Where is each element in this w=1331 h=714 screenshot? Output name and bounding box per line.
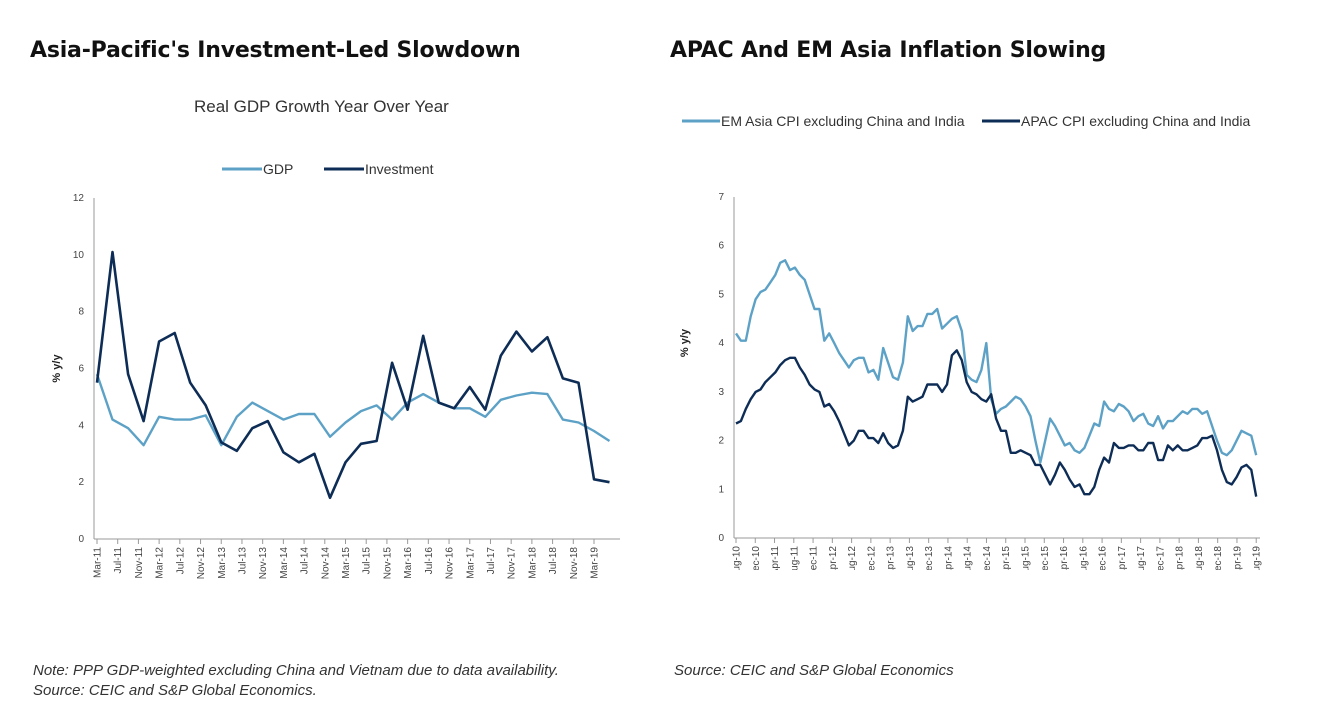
x-tick-label: Apr-17 [1117,546,1128,570]
x-tick-label: Mar-19 [590,547,601,579]
y-tick-label: 12 [73,193,85,204]
x-tick-label: Dec-18 [1213,546,1224,570]
y-tick-label: 0 [78,534,84,545]
y-tick-label: 2 [718,436,724,447]
x-tick-label: Aug-11 [789,546,800,570]
x-tick-label: Mar-14 [279,547,290,579]
right-footnote-source: Source: CEIC and S&P Global Economics [674,662,954,679]
legend-label: Investment [365,161,434,177]
cpi-line-chart: 0 1 2 3 4 5 6 7 Aug-10 Dec-10 Apr-11 Aug-11 Dec-11 Ap… [679,113,1263,570]
x-tick-label: Jul-16 [424,547,435,575]
x-tick-label: Nov-12 [196,547,207,580]
legend-label: GDP [263,161,293,177]
x-tick-label: Nov-17 [507,547,518,580]
x-tick-label: Dec-12 [866,546,877,570]
x-tick-label: Apr-12 [828,546,839,570]
y-tick-label: 1 [718,484,724,495]
x-tick-label: Aug-10 [732,546,743,570]
y-tick-label: 8 [78,307,84,318]
x-tick-label: Aug-12 [847,546,858,570]
x-tick-label: Jul-12 [175,547,186,575]
x-tick-label: Mar-13 [217,547,228,579]
y-tick-label: 6 [78,364,84,375]
y-tick-label: 10 [73,250,85,261]
x-tick-label: Nov-11 [134,547,145,579]
x-tick-label: Nov-15 [382,547,393,580]
series-line-investment [95,250,610,500]
left-footnote-line-1: Note: PPP GDP-weighted excluding China a… [33,662,559,679]
x-tick-label: Aug-13 [905,546,916,570]
x-tick-label: Apr-14 [943,546,954,570]
x-tick-label: Apr-19 [1232,546,1243,570]
x-tick-label: Dec-11 [809,546,820,570]
x-tick-label: Jul-13 [237,547,248,575]
y-tick-label: 4 [718,338,724,349]
x-tick-label: Nov-13 [258,547,269,580]
x-tick-label: Dec-10 [751,546,762,570]
x-tick-label: Mar-17 [465,547,476,579]
y-tick-label: 4 [78,420,84,431]
x-tick-label: Apr-13 [886,546,897,570]
series-line-em-asia-cpi [735,259,1258,464]
y-tick-label: 5 [718,289,724,300]
y-tick-label: 0 [718,533,724,544]
x-tick-label: Apr-18 [1175,546,1186,570]
x-tick-label: Mar-15 [341,547,352,579]
y-tick-label: 6 [718,241,724,252]
x-tick-label: Dec-15 [1040,546,1051,570]
x-tick-label: Mar-11 [93,547,104,578]
x-tick-label: Dec-17 [1155,546,1166,570]
x-tick-label: Aug-14 [963,546,974,570]
x-tick-label: Aug-15 [1021,546,1032,570]
y-tick-label: 7 [718,192,724,203]
x-tick-label: Dec-16 [1098,546,1109,570]
x-tick-label: Nov-14 [320,547,331,580]
series-line-apac-cpi [735,349,1258,497]
right-chart-panel-title: APAC And EM Asia Inflation Slowing [670,38,1107,63]
x-tick-label: Mar-18 [527,547,538,579]
x-tick-label: Nov-18 [569,547,580,580]
x-tick-label: Aug-18 [1194,546,1205,570]
y-tick-label: 2 [78,477,84,488]
legend-label: EM Asia CPI excluding China and India [721,113,965,129]
y-axis-title: % y/y [679,328,691,357]
x-tick-label: Nov-16 [445,547,456,580]
x-tick-label: Apr-16 [1059,546,1070,570]
left-footnote-line-2: Source: CEIC and S&P Global Economics. [33,682,317,699]
x-tick-label: Mar-12 [155,547,166,579]
y-axis-title: % y/y [51,354,63,383]
y-tick-label: 3 [718,387,724,398]
x-tick-label: Mar-16 [403,547,414,579]
x-tick-label: Jul-18 [548,547,559,575]
x-tick-label: Jul-17 [486,547,497,575]
x-tick-label: Jul-14 [300,547,311,575]
x-tick-label: Apr-15 [1001,546,1012,570]
x-tick-label: Dec-14 [982,546,993,570]
legend-label: APAC CPI excluding China and India [1021,113,1251,129]
x-tick-label: Dec-13 [924,546,935,570]
series-line-gdp [95,373,611,447]
x-tick-label: Apr-11 [770,546,781,570]
x-tick-label: Jul-11 [113,547,124,574]
left-chart-panel-title: Asia-Pacific's Investment-Led Slowdown [30,38,521,63]
x-tick-label: Aug-16 [1078,546,1089,570]
x-tick-label: Aug-17 [1136,546,1147,570]
x-tick-label: Jul-15 [362,547,373,575]
gdp-investment-line-chart: 0 2 4 6 8 10 12 Mar-11 Jul-11 Nov-11 Mar-12 Jul-12 N… [51,161,620,580]
gdp-chart-title: Real GDP Growth Year Over Year [194,97,449,116]
x-tick-label: Aug-19 [1252,546,1263,570]
